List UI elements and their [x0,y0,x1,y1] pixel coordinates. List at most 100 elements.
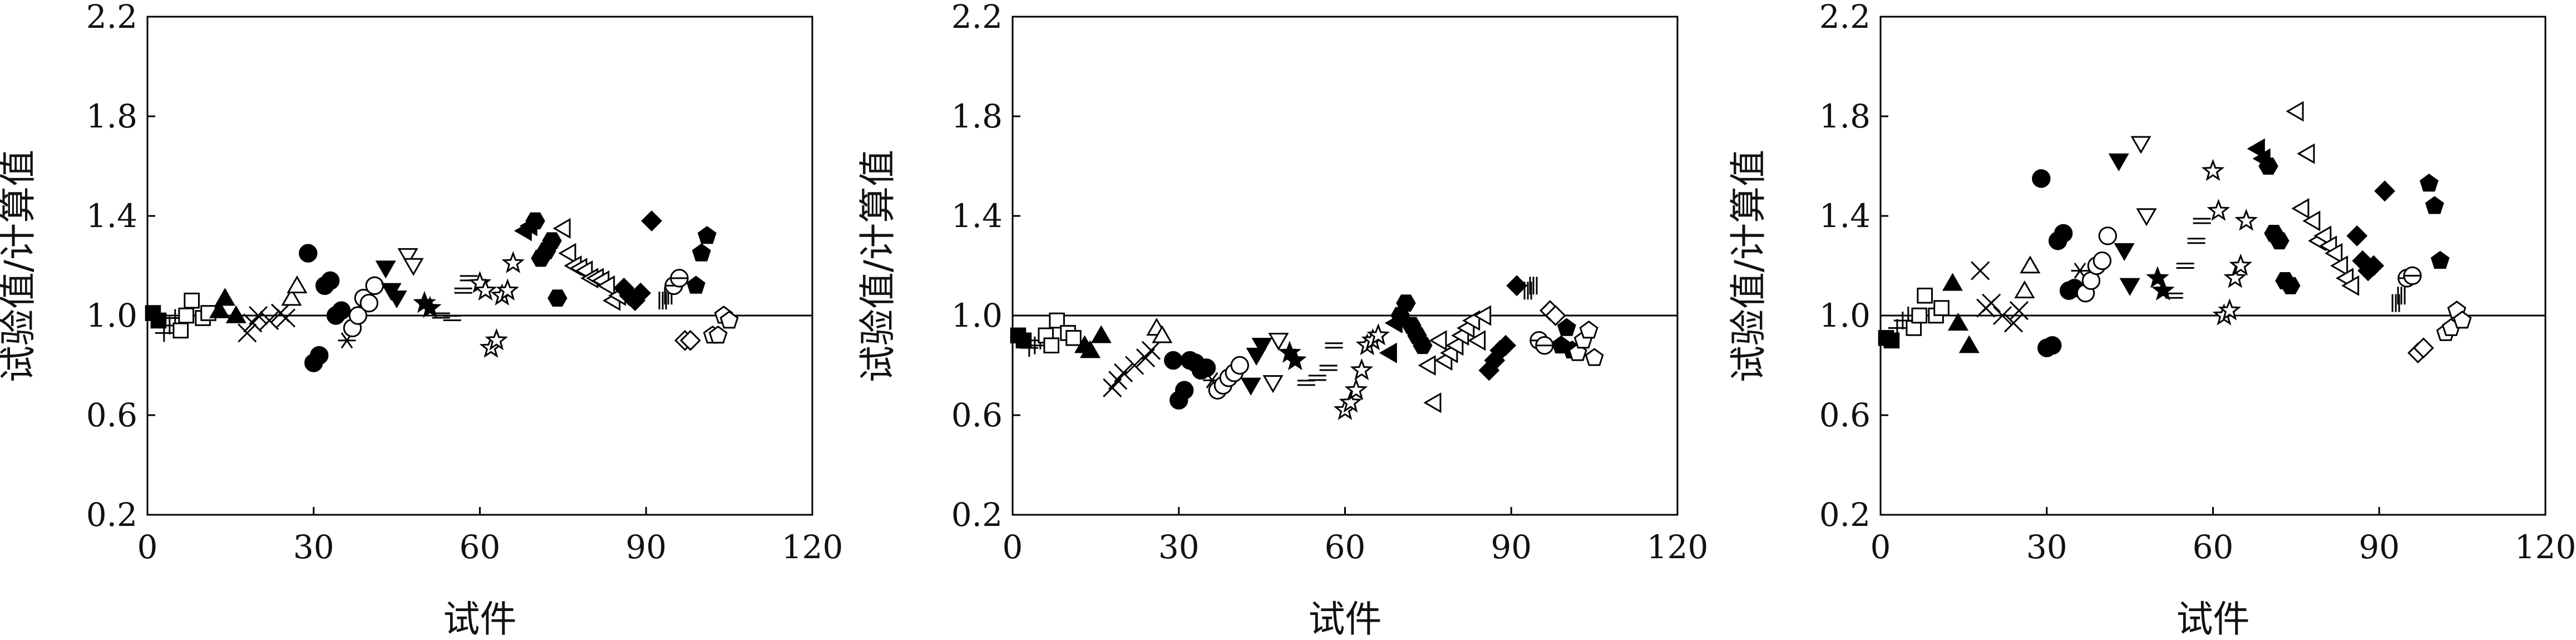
data-point-triangle-up-filled [1947,313,1969,331]
data-point-triangle-down-filled [1240,377,1261,396]
data-point-triangle-left-open [1468,330,1486,351]
data-point-star-open [2229,253,2253,276]
x-tick-label: 30 [293,528,334,566]
data-point-x-cross [260,311,279,331]
data-point-circle-filled [2054,224,2073,243]
data-point-star-open [1344,378,1368,400]
data-point-hexagon-filled [1396,294,1416,312]
data-point-triangle-left-open [2341,275,2360,296]
data-point-hexagon-filled [2258,157,2278,175]
data-point-hexagon-filled [547,289,567,307]
data-point-triangle-down-filled [1251,338,1272,356]
data-point-star-filled [418,296,442,318]
data-point-hexagon-filled [542,232,562,250]
data-point-star-open [485,328,509,351]
y-tick-label: 2.2 [951,0,1003,36]
data-point-circle-open [365,276,384,295]
x-tick-label: 120 [2515,528,2576,566]
data-point-triangle-down-filled [375,260,396,279]
data-point-triangle-left-open [1429,330,1447,351]
y-tick-label: 0.2 [1819,496,1871,534]
x-axis-label: 试件 [1309,598,1382,640]
data-point-square-open [172,322,189,339]
data-point-triangle-down-filled [2114,243,2135,261]
data-point-circle-filled [1175,381,1194,400]
data-point-star-open [1339,390,1363,413]
y-tick-label: 1.0 [1819,297,1871,334]
data-point-dash [1319,365,1338,371]
x-tick-label: 60 [460,528,501,566]
data-point-triangle-up-filled [1090,325,1112,343]
data-point-pentagon-open [1585,348,1604,366]
data-point-triangle-up-filled [209,300,230,318]
data-point-x-cross [1125,356,1144,375]
data-points [1878,101,2472,364]
x-tick-label: 90 [1491,528,1532,566]
y-tick-label: 1.0 [86,297,137,334]
data-point-pentagon-open [719,311,739,329]
data-point-circle-half [670,269,689,288]
data-point-triangle-down-open [2130,136,2151,154]
data-point-triangle-left-open [1473,305,1492,326]
x-tick-label: 60 [2193,528,2234,566]
data-point-dash [1308,375,1326,381]
plot-frame [146,16,813,516]
data-point-vbars [658,292,667,310]
data-point-circle-filled [2043,336,2062,355]
data-point-triangle-up-open [287,275,308,293]
x-axis-label: 试件 [443,598,517,640]
y-tick-label: 0.2 [86,496,137,534]
data-point-triangle-left-open [2325,243,2343,264]
data-point-triangle-left-open [597,275,615,296]
data-point-circle-open [359,293,379,313]
data-point-diamond-filled [1506,275,1528,297]
data-point-triangle-down-filled [2119,278,2140,296]
data-point-dash [1297,380,1315,386]
data-point-triangle-down-open [397,248,418,266]
data-point-star-open [1350,358,1374,381]
y-tick-label: 2.2 [86,0,137,36]
data-point-square-open [1065,329,1082,346]
data-point-triangle-down-filled [2108,153,2129,171]
data-point-triangle-down-open [403,258,424,276]
data-point-triangle-left-open [2302,210,2321,232]
data-point-circle-filled [299,244,318,263]
data-point-triangle-left-open [558,243,576,264]
data-point-circle-open [348,306,368,325]
data-point-circle-open [2093,251,2112,270]
data-point-triangle-up-open [2014,280,2035,298]
data-point-square-filled [150,312,167,329]
data-points [145,210,739,372]
data-point-triangle-left-open [2330,255,2348,276]
y-tick-label: 1.8 [1819,97,1871,135]
x-tick-label: 30 [2026,528,2067,566]
data-point-diamond-filled [641,210,663,232]
data-point-dash [1325,342,1343,349]
data-point-triangle-left-open [2313,225,2332,247]
y-tick-label: 0.6 [86,396,137,434]
data-point-vbars [2391,294,2400,312]
x-tick-label: 120 [1647,528,1709,566]
data-point-diamond-open [679,329,701,351]
chart-panel-3: 0.2 0.6 1.0 1.4 1.8 2.2 0 30 60 90 120 试件 试验值/计算值 [1727,0,2576,640]
data-point-triangle-up-filled [225,305,246,323]
data-point-triangle-down-open [2136,208,2157,227]
chart-panel-2: 0.2 0.6 1.0 1.4 1.8 2.2 0 30 60 90 120 试件 试验值/计算值 [856,0,1708,640]
data-point-circle-filled [1197,358,1216,377]
data-point-x-cross [1982,293,2001,313]
data-point-triangle-left-open [552,218,571,239]
y-tick-label: 0.6 [1819,396,1871,434]
data-point-star-open [496,278,520,301]
data-point-circle-filled [332,301,351,320]
data-point-triangle-down-filled [386,291,407,309]
data-point-star-filled [2151,278,2175,301]
data-point-triangle-left-open [1445,335,1464,356]
data-point-dash [2176,263,2194,269]
data-point-triangle-left-filled [1379,342,1397,363]
data-point-triangle-up-open [281,288,302,306]
data-point-x-cross [238,323,257,343]
chart-panel-1: 0.2 0.6 1.0 1.4 1.8 2.2 0 30 60 90 120 试件 试验值/计算值 [0,0,843,640]
data-point-circle-filled [1164,351,1183,370]
y-tick-label: 0.6 [951,396,1003,434]
data-point-star-filled [1284,348,1307,371]
